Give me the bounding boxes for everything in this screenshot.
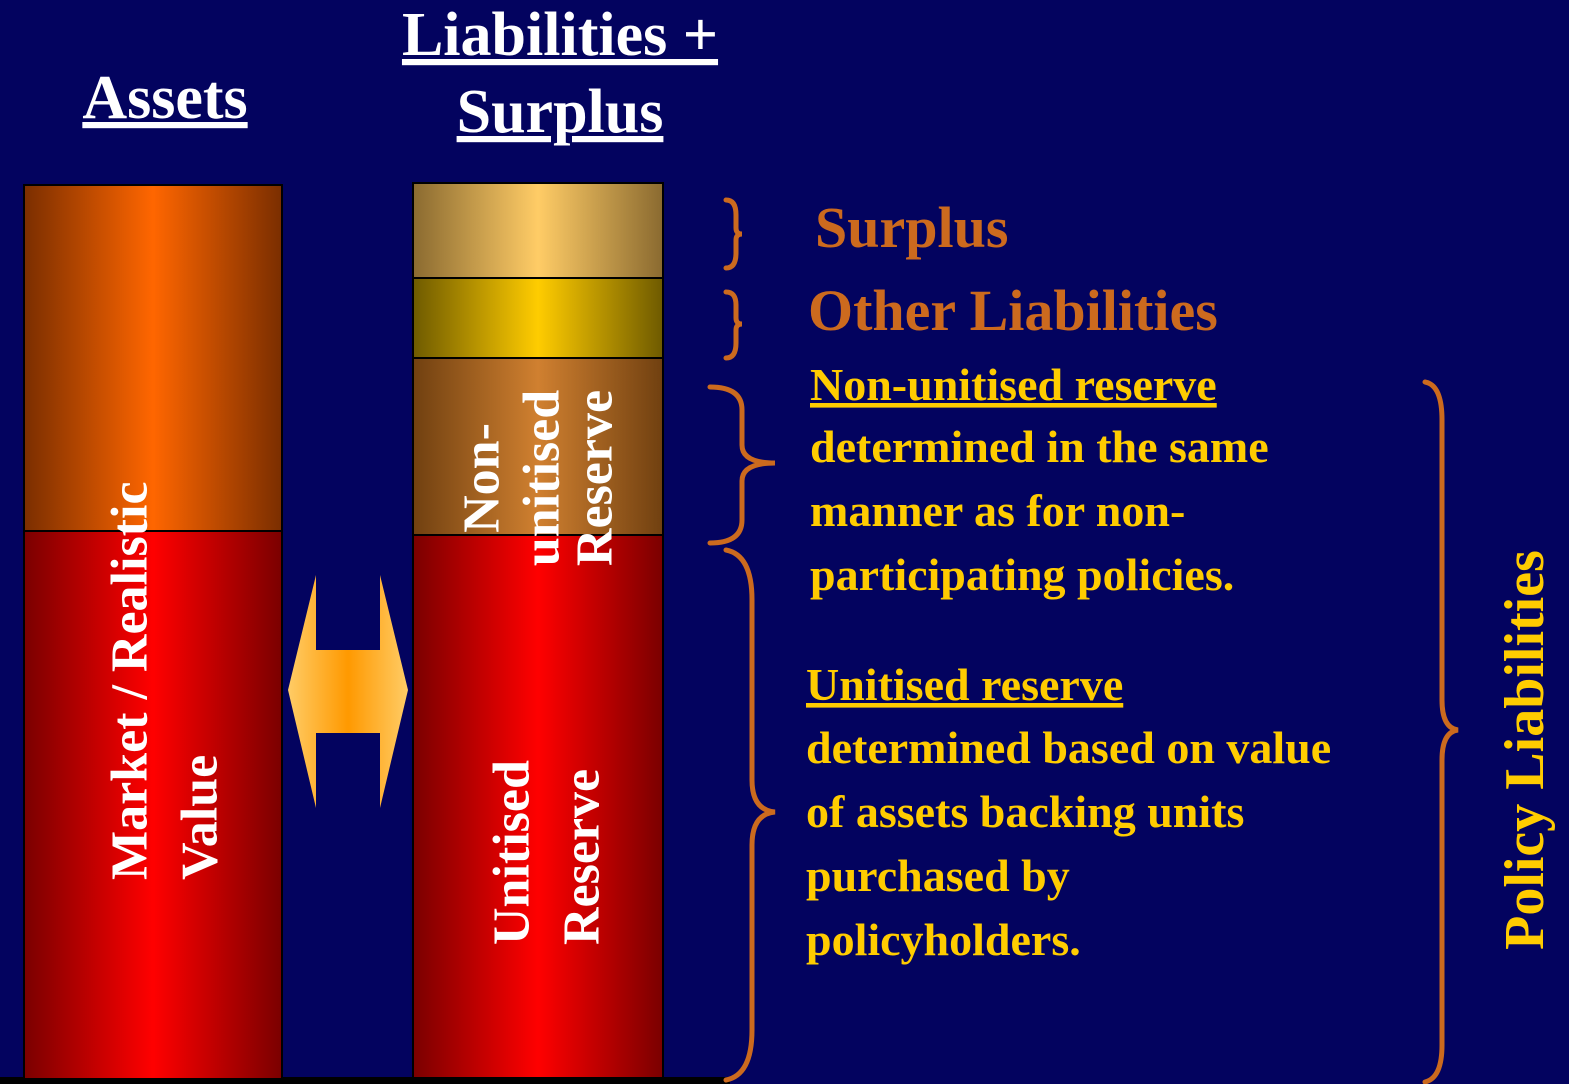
unitised-block [412, 534, 664, 1079]
non-unitised-bar-label: Reserve [567, 390, 624, 566]
liabilities-heading: Liabilities + [402, 1, 718, 69]
surplus-label: Surplus [815, 195, 1008, 260]
brace [707, 384, 776, 546]
unitised-bar-label: Reserve [554, 769, 611, 945]
note-line: manner as for non- [810, 485, 1185, 536]
note-line: determined based on value [806, 722, 1331, 773]
other-liabilities-label: Other Liabilities [808, 278, 1218, 343]
assets-bar-label: Market / Realistic [102, 481, 159, 880]
brace [723, 289, 743, 361]
note-title: Unitised reserve [806, 659, 1123, 710]
non-unitised-bar-label: Non- [454, 423, 511, 533]
brace [1422, 379, 1459, 1084]
unitised-bar-label: Unitised [484, 760, 541, 945]
non-unitised-bar-label: unitised [514, 390, 571, 566]
liabilities-heading: Surplus [457, 78, 664, 146]
policy-liabilities-label: Policy Liabilities [1494, 550, 1556, 950]
baseline-band [0, 1077, 730, 1084]
double-arrow [288, 575, 408, 808]
assets-bar-label: Value [172, 755, 229, 880]
assets-lower-block [23, 530, 283, 1080]
non-unitised-block [412, 357, 664, 536]
note-title: Non-unitised reserve [810, 359, 1217, 410]
note-line: purchased by [806, 850, 1070, 901]
other-liabilities-block [412, 277, 664, 359]
assets-upper-block [23, 184, 283, 532]
note-line: policyholders. [806, 914, 1081, 965]
brace [723, 197, 743, 271]
brace [723, 547, 776, 1083]
surplus-block [412, 182, 664, 279]
note-line: determined in the same [810, 421, 1269, 472]
assets-heading: Assets [82, 64, 247, 132]
note-line: of assets backing units [806, 786, 1244, 837]
note-line: participating policies. [810, 549, 1234, 600]
